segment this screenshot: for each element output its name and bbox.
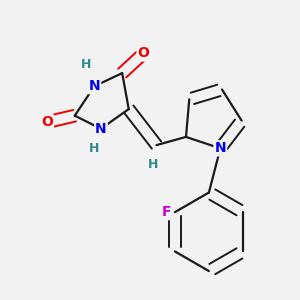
Text: O: O: [137, 46, 149, 61]
Text: H: H: [89, 142, 100, 155]
Text: F: F: [162, 205, 172, 219]
Text: H: H: [148, 158, 158, 171]
Text: N: N: [214, 141, 226, 155]
Text: H: H: [81, 58, 92, 71]
Text: N: N: [95, 122, 107, 136]
Text: O: O: [41, 115, 53, 129]
Text: N: N: [88, 79, 100, 93]
